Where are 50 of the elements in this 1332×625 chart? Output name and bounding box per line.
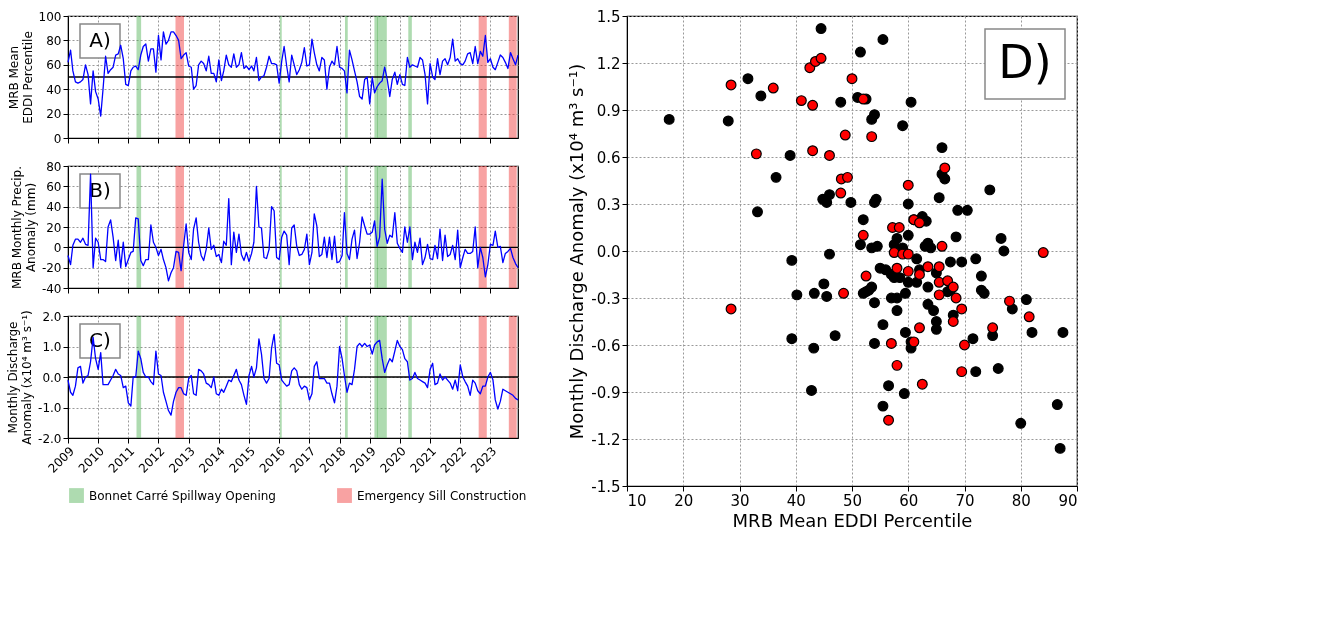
y-tick-label: -2.0 xyxy=(38,431,62,446)
y-tick-label: -20 xyxy=(41,261,62,276)
x-tick-label: 50 xyxy=(842,491,863,510)
x-tick-label: 10 xyxy=(627,491,647,510)
x-tick-label: 90 xyxy=(1058,491,1078,510)
y-tick-label: 0 xyxy=(53,240,62,255)
y-tick-label: 1.5 xyxy=(596,7,621,26)
legend-label: Bonnet Carré Spillway Opening xyxy=(89,488,276,503)
y-tick-label: 100 xyxy=(38,9,62,24)
y-axis-title: MRB Mean EDDI Percentile xyxy=(6,31,35,124)
y-tick-label: 0 xyxy=(53,131,62,146)
y-tick-label: 40 xyxy=(46,82,62,97)
y-tick-label: 40 xyxy=(46,200,62,215)
y-tick-label: 80 xyxy=(46,33,62,48)
y-axis-title: Monthly Discharge Anomaly (x10⁴ m³ s⁻¹) xyxy=(6,310,35,445)
y-tick-label: 60 xyxy=(46,179,62,194)
y-tick-label: -0.6 xyxy=(591,336,621,355)
y-tick-label: 0.6 xyxy=(596,148,621,167)
y-axis-title: MRB Monthly Precip. Anomaly (mm) xyxy=(9,165,38,290)
y-tick-label: -0.9 xyxy=(591,383,621,402)
y-tick-label: 80 xyxy=(46,159,62,174)
y-tick-label: 0.0 xyxy=(42,370,62,385)
y-tick-label: -1.5 xyxy=(591,477,621,496)
x-tick-label: 70 xyxy=(955,491,975,510)
y-tick-label: -0.3 xyxy=(591,289,621,308)
y-tick-label: 20 xyxy=(46,220,62,235)
y-tick-label: 0.3 xyxy=(596,195,621,214)
y-tick-label: 20 xyxy=(46,107,62,122)
x-tick-label: 60 xyxy=(899,491,919,510)
y-tick-label: 0.9 xyxy=(596,101,621,120)
x-axis-title: MRB Mean EDDI Percentile xyxy=(732,509,973,531)
y-tick-label: 1.0 xyxy=(42,340,62,354)
x-tick-label: 40 xyxy=(786,491,806,510)
y-tick-label: 2.0 xyxy=(42,309,62,324)
y-axis-title: Monthly Discharge Anomaly (x10⁴ m³ s⁻¹) xyxy=(566,63,588,440)
annotation: D) xyxy=(998,35,1052,89)
y-tick-label: -1.2 xyxy=(591,430,621,449)
legend-label: Emergency Sill Construction xyxy=(357,488,527,503)
line-series xyxy=(67,31,519,117)
line-series xyxy=(67,173,519,282)
y-tick-label: -1.0 xyxy=(38,401,62,415)
y-tick-label: 0.0 xyxy=(596,242,621,261)
y-tick-label: 60 xyxy=(46,58,62,73)
x-tick-label: 30 xyxy=(730,491,750,510)
y-tick-label: 1.2 xyxy=(596,54,621,73)
annotation: A) xyxy=(89,28,111,52)
y-tick-label: -40 xyxy=(41,281,62,296)
x-tick-label: 20 xyxy=(674,491,694,510)
line-series xyxy=(67,333,519,416)
x-tick-label: 80 xyxy=(1011,491,1031,510)
